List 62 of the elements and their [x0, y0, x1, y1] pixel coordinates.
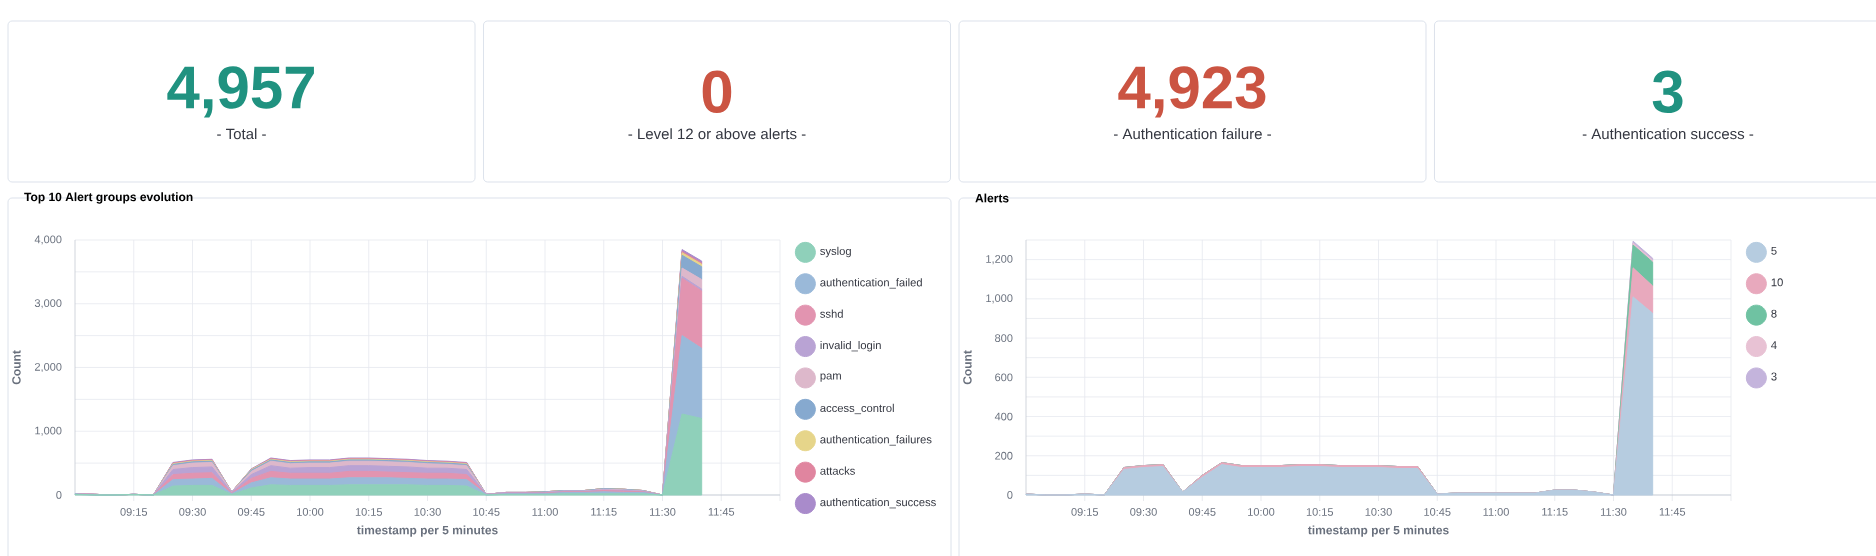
- x-tick-label: 09:30: [179, 508, 206, 516]
- legend-label: pam: [820, 373, 841, 382]
- x-tick-label: 10:45: [1424, 508, 1451, 516]
- text: - Level 12 or above alerts -: [628, 128, 806, 140]
- x-tick-label: 10:45: [473, 508, 500, 516]
- x-tick-label: 11:00: [532, 508, 558, 516]
- y-tick-label: 0: [1007, 491, 1013, 499]
- x-tick-label: 11:45: [708, 508, 735, 516]
- y-tick-label: 0: [56, 491, 62, 499]
- y-tick-label: 4,000: [34, 235, 62, 245]
- x-tick-label: 10:00: [1248, 508, 1275, 516]
- x-tick-label: 11:15: [591, 508, 617, 516]
- x-tick-label: 11:30: [650, 508, 676, 516]
- x-tick-label: 11:30: [1600, 508, 1627, 516]
- legend-label: authentication_failures: [820, 435, 932, 446]
- x-tick-label: 10:15: [1306, 508, 1334, 516]
- x-tick-label: 09:15: [120, 508, 148, 516]
- x-tick-label: 11:00: [1483, 508, 1509, 516]
- x-tick-label: 11:15: [1542, 508, 1568, 516]
- x-axis-title: timestamp per 5 minutes: [1307, 525, 1449, 537]
- x-tick-label: 10:30: [414, 508, 441, 516]
- x-tick-label: 09:45: [237, 508, 265, 516]
- legend-label: sshd: [820, 309, 843, 318]
- legend-label: 10: [1771, 278, 1783, 287]
- y-tick-label: 1,000: [35, 426, 62, 436]
- chart-title: Top 10 Alert groups evolution: [24, 192, 193, 204]
- text: 4,957: [167, 66, 314, 118]
- y-tick-label: 600: [995, 373, 1013, 382]
- text: 0: [702, 70, 732, 114]
- x-axis-title: timestamp per 5 minutes: [356, 525, 498, 537]
- x-tick-label: 09:30: [1130, 508, 1157, 516]
- y-axis-title: Count: [12, 350, 21, 385]
- x-tick-label: 10:30: [1365, 508, 1392, 516]
- y-tick-label: 200: [995, 451, 1013, 460]
- y-tick-label: 1,000: [986, 294, 1013, 304]
- y-tick-label: 800: [995, 334, 1013, 342]
- y-axis-title: Count: [963, 350, 972, 385]
- legend-label: access_control: [820, 403, 894, 415]
- text: 4,923: [1118, 66, 1266, 118]
- legend-label: 3: [1771, 372, 1777, 381]
- x-tick-label: 09:45: [1188, 508, 1216, 516]
- x-tick-label: 10:00: [297, 508, 324, 516]
- y-tick-label: 3,000: [34, 299, 62, 309]
- text: - Authentication failure -: [1113, 128, 1272, 140]
- legend-label: 5: [1771, 246, 1777, 255]
- y-tick-label: 400: [994, 412, 1013, 421]
- legend-label: syslog: [820, 246, 851, 258]
- legend-label: attacks: [820, 466, 855, 475]
- legend-label: 8: [1771, 309, 1777, 318]
- chart-title: Alerts: [975, 193, 1009, 203]
- text: 3: [1652, 70, 1683, 114]
- y-tick-label: 2,000: [34, 362, 62, 373]
- text: - Authentication success -: [1582, 128, 1754, 140]
- y-tick-label: 1,200: [986, 255, 1013, 265]
- x-tick-label: 11:45: [1659, 508, 1686, 516]
- text: - Total -: [217, 128, 266, 140]
- x-tick-label: 09:15: [1071, 508, 1099, 516]
- legend-label: authentication_success: [820, 497, 936, 509]
- legend-label: invalid_login: [820, 340, 881, 352]
- x-tick-label: 10:15: [355, 508, 383, 516]
- legend-label: authentication_failed: [820, 278, 922, 289]
- legend-label: 4: [1771, 341, 1777, 349]
